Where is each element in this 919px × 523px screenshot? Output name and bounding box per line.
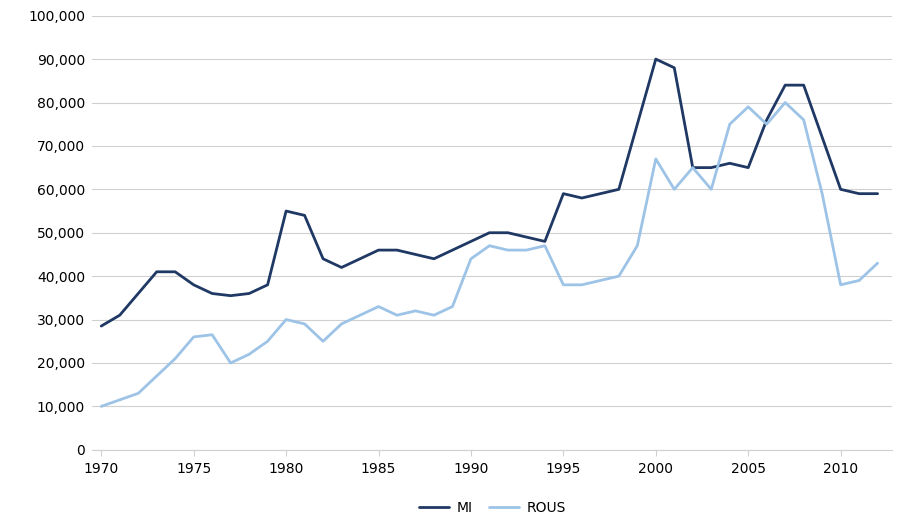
- MI: [207, 290, 218, 297]
- ROUS: [502, 247, 513, 253]
- MI: [225, 292, 236, 299]
- ROUS: [372, 303, 383, 310]
- ROUS: [816, 190, 827, 197]
- ROUS: [631, 243, 642, 249]
- ROUS: [335, 321, 346, 327]
- ROUS: [391, 312, 403, 319]
- MI: [520, 234, 531, 240]
- ROUS: [778, 99, 789, 106]
- ROUS: [520, 247, 531, 253]
- ROUS: [834, 282, 845, 288]
- MI: [595, 190, 606, 197]
- MI: [760, 117, 771, 123]
- ROUS: [410, 308, 421, 314]
- MI: [742, 164, 753, 170]
- ROUS: [169, 356, 180, 362]
- ROUS: [244, 351, 255, 357]
- MI: [575, 195, 586, 201]
- ROUS: [96, 403, 107, 410]
- MI: [778, 82, 789, 88]
- Legend: MI, ROUS: MI, ROUS: [413, 496, 571, 521]
- ROUS: [575, 282, 586, 288]
- MI: [650, 56, 661, 62]
- ROUS: [742, 104, 753, 110]
- MI: [447, 247, 458, 253]
- MI: [613, 186, 624, 192]
- ROUS: [428, 312, 439, 319]
- ROUS: [299, 321, 310, 327]
- MI: [465, 238, 476, 245]
- ROUS: [871, 260, 882, 266]
- ROUS: [447, 303, 458, 310]
- ROUS: [207, 332, 218, 338]
- ROUS: [853, 277, 864, 283]
- MI: [668, 65, 679, 71]
- ROUS: [317, 338, 328, 345]
- MI: [705, 164, 716, 170]
- MI: [853, 190, 864, 197]
- MI: [686, 164, 698, 170]
- ROUS: [539, 243, 550, 249]
- ROUS: [114, 397, 125, 403]
- ROUS: [280, 316, 291, 323]
- MI: [816, 134, 827, 140]
- Line: ROUS: ROUS: [101, 103, 877, 406]
- ROUS: [354, 312, 365, 319]
- MI: [132, 290, 143, 297]
- MI: [317, 256, 328, 262]
- MI: [557, 190, 568, 197]
- MI: [372, 247, 383, 253]
- ROUS: [225, 360, 236, 366]
- MI: [354, 256, 365, 262]
- MI: [391, 247, 403, 253]
- ROUS: [262, 338, 273, 345]
- ROUS: [132, 390, 143, 396]
- ROUS: [465, 256, 476, 262]
- ROUS: [686, 164, 698, 170]
- MI: [280, 208, 291, 214]
- MI: [483, 230, 494, 236]
- MI: [262, 282, 273, 288]
- ROUS: [151, 373, 162, 379]
- MI: [244, 290, 255, 297]
- MI: [410, 252, 421, 258]
- MI: [539, 238, 550, 245]
- MI: [502, 230, 513, 236]
- ROUS: [760, 121, 771, 127]
- MI: [871, 190, 882, 197]
- MI: [114, 312, 125, 319]
- ROUS: [595, 277, 606, 283]
- MI: [798, 82, 809, 88]
- ROUS: [798, 117, 809, 123]
- MI: [299, 212, 310, 219]
- MI: [428, 256, 439, 262]
- MI: [335, 264, 346, 270]
- MI: [151, 269, 162, 275]
- ROUS: [668, 186, 679, 192]
- MI: [96, 323, 107, 329]
- ROUS: [723, 121, 734, 127]
- ROUS: [650, 156, 661, 162]
- MI: [188, 282, 199, 288]
- MI: [834, 186, 845, 192]
- ROUS: [613, 273, 624, 279]
- MI: [723, 160, 734, 166]
- MI: [631, 121, 642, 127]
- ROUS: [483, 243, 494, 249]
- ROUS: [705, 186, 716, 192]
- MI: [169, 269, 180, 275]
- ROUS: [188, 334, 199, 340]
- Line: MI: MI: [101, 59, 877, 326]
- ROUS: [557, 282, 568, 288]
